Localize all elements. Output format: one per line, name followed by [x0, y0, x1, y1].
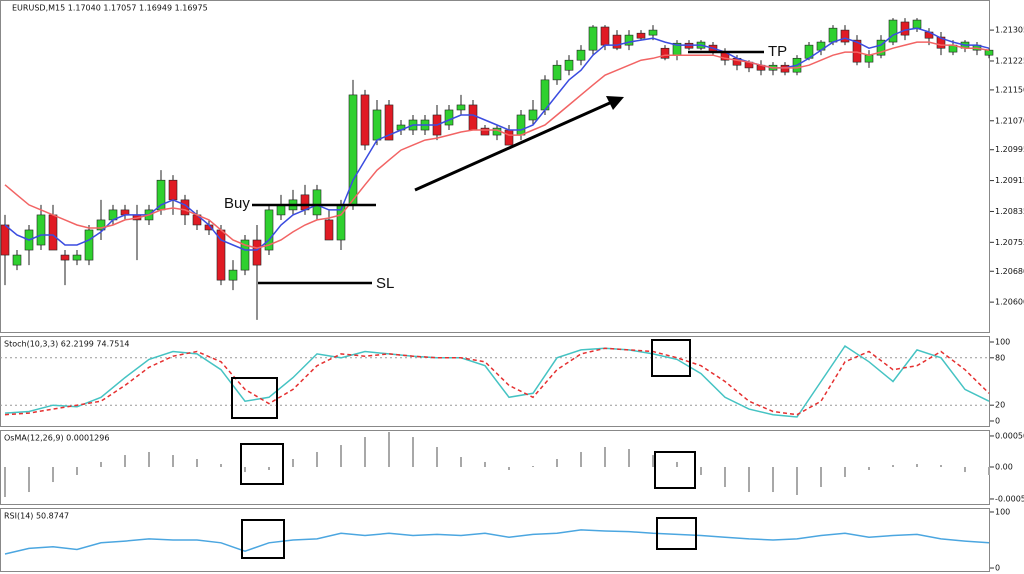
annotations: Buy SL TP — [224, 43, 787, 559]
panel-frame — [0, 336, 990, 427]
candle-body — [240, 239, 250, 271]
y-tick-label: 1.21305 — [995, 26, 1024, 35]
candle-body — [840, 29, 850, 43]
candle-body — [72, 254, 82, 261]
candle-body — [468, 104, 478, 131]
candle-body — [888, 19, 898, 43]
candle-body — [576, 49, 586, 61]
candle-body — [60, 254, 70, 261]
y-tick-label: 1.20915 — [995, 176, 1024, 185]
panel-frame — [0, 0, 990, 333]
indicator-line — [4, 41, 990, 249]
indicator-line — [4, 344, 990, 418]
panel-frame — [0, 508, 990, 572]
candle-body — [900, 21, 910, 36]
y-tick-label: 1.20835 — [995, 207, 1024, 216]
highlight-box — [656, 517, 697, 550]
indicator-line — [4, 529, 990, 555]
candle-body — [876, 39, 886, 56]
candle-body — [324, 219, 334, 241]
y-tick-label: 0 — [995, 564, 1000, 573]
candle-body — [912, 19, 922, 29]
panel-title: EURUSD,M15 1.17040 1.17057 1.16949 1.169… — [12, 4, 208, 13]
y-tick-label: 1.20600 — [995, 298, 1024, 307]
y-tick-label: 1.20755 — [995, 238, 1024, 247]
candle-body — [456, 104, 466, 111]
highlight-box — [231, 377, 278, 419]
candle-body — [504, 129, 514, 146]
candle-body — [828, 27, 838, 43]
candle-body — [612, 34, 622, 49]
candle-body — [276, 204, 286, 216]
highlight-box — [651, 339, 691, 377]
arrow-head — [606, 96, 624, 110]
candle-body — [852, 39, 862, 63]
y-tick-label: 1.21225 — [995, 56, 1024, 65]
candle-body — [444, 109, 454, 126]
y-tick-label: 0.000500 — [995, 431, 1024, 440]
y-tick-label: 1.20995 — [995, 145, 1024, 154]
candle-body — [300, 194, 310, 211]
y-tick-label: 80 — [995, 353, 1005, 362]
y-tick-label: -0.000515 — [995, 494, 1024, 503]
panel-title: RSI(14) 50.8747 — [4, 512, 69, 521]
buy-label: Buy — [224, 195, 250, 212]
candle-body — [588, 26, 598, 51]
candle-body — [252, 239, 262, 266]
candle-body — [648, 29, 658, 36]
candle-body — [96, 219, 106, 231]
candle-body — [780, 64, 790, 73]
candle-body — [480, 127, 490, 136]
candle-body — [660, 47, 670, 59]
trend-arrow — [414, 100, 613, 192]
y-tick-label: 100 — [995, 338, 1010, 347]
y-tick-label: 100 — [995, 507, 1010, 516]
y-tick-label: 1.20680 — [995, 267, 1024, 276]
candle-body — [84, 229, 94, 261]
candle-body — [516, 114, 526, 136]
candle-body — [228, 269, 238, 281]
indicator-line — [4, 27, 990, 251]
candle-body — [264, 209, 274, 251]
candle-body — [48, 214, 58, 251]
panel-title: Stoch(10,3,3) 62.2199 74.7514 — [4, 340, 130, 349]
candle-body — [168, 179, 178, 201]
candle-body — [12, 254, 22, 266]
candle-body — [624, 34, 634, 46]
sl-label: SL — [376, 275, 394, 292]
candle-body — [384, 104, 394, 141]
highlight-box — [654, 451, 696, 489]
y-tick-label: 0 — [995, 416, 1000, 425]
candle-body — [372, 109, 382, 141]
y-tick-label: 0.00 — [995, 463, 1013, 472]
y-tick-label: 1.21150 — [995, 85, 1024, 94]
candle-body — [984, 49, 994, 56]
candle-body — [936, 36, 946, 49]
panel-title: OsMA(12,26,9) 0.0001296 — [4, 434, 109, 443]
candle-body — [360, 94, 370, 146]
highlight-box — [241, 519, 285, 559]
candle-body — [0, 224, 10, 256]
candle-body — [36, 214, 46, 246]
candle-body — [600, 26, 610, 46]
candle-body — [552, 64, 562, 81]
candle-body — [528, 109, 538, 121]
y-tick-label: 1.21070 — [995, 116, 1024, 125]
candle-body — [564, 59, 574, 71]
candle-body — [636, 32, 646, 39]
y-tick-label: 20 — [995, 401, 1005, 410]
highlight-box — [240, 443, 284, 485]
candle-body — [312, 189, 322, 216]
tp-label: TP — [768, 43, 787, 60]
indicator-line — [4, 347, 990, 416]
candle-body — [864, 54, 874, 63]
